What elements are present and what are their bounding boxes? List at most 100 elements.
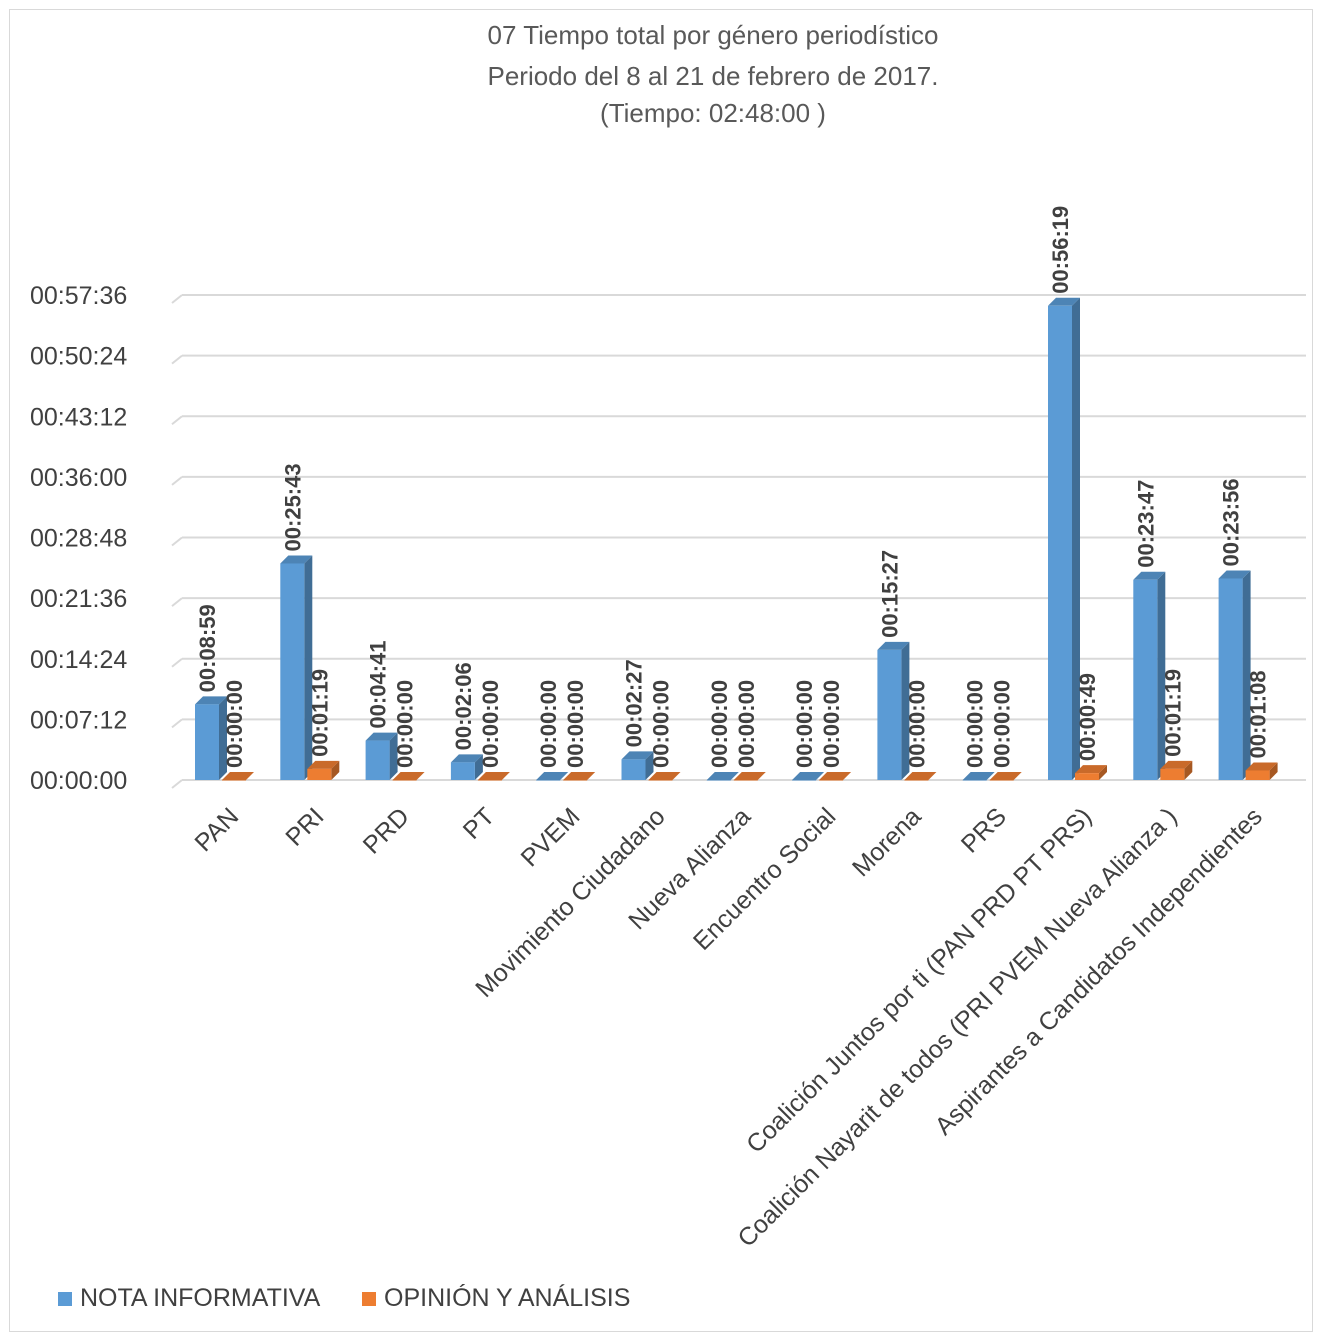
data-label: 00:08:59 bbox=[195, 604, 220, 692]
legend-swatch bbox=[58, 1292, 72, 1306]
bar-top bbox=[1160, 760, 1193, 769]
bar-opinion-analisis bbox=[477, 772, 510, 781]
x-tick-label: PRS bbox=[956, 802, 1012, 858]
x-tick-label: PRI bbox=[280, 802, 329, 851]
x-tick-label: Morena bbox=[847, 802, 927, 882]
bar-front bbox=[392, 780, 417, 781]
bar-nota-informativa bbox=[365, 732, 398, 780]
chart-subtitle: Periodo del 8 al 21 de febrero de 2017. bbox=[487, 61, 938, 91]
x-tick-label: PAN bbox=[189, 802, 244, 857]
bar-top bbox=[222, 772, 254, 780]
bar-front bbox=[1048, 305, 1072, 780]
bar-front bbox=[648, 780, 673, 781]
bar-top bbox=[1048, 297, 1080, 306]
bar-top bbox=[477, 772, 510, 780]
bar-front bbox=[621, 759, 646, 780]
bar-side bbox=[645, 751, 654, 780]
data-label: 00:25:43 bbox=[280, 463, 305, 551]
bar-opinion-analisis bbox=[989, 772, 1022, 781]
gridlines bbox=[171, 294, 1306, 789]
y-axis: 00:00:00 00:07:12 00:14:24 00:21:36 00:28:48… bbox=[30, 282, 127, 795]
bar-top bbox=[733, 772, 766, 780]
data-label: 00:04:41 bbox=[366, 640, 391, 728]
gridline-depth bbox=[171, 294, 183, 304]
data-label: 00:00:00 bbox=[819, 680, 844, 768]
bar-side bbox=[1269, 762, 1278, 780]
chart-subtitle-2: (Tiempo: 02:48:00 ) bbox=[600, 98, 826, 128]
bar-front bbox=[280, 563, 305, 780]
bar-front bbox=[706, 780, 731, 781]
y-tick-label: 00:14:24 bbox=[30, 646, 127, 674]
legend-item: OPINIÓN Y ANÁLISIS bbox=[362, 1283, 630, 1312]
legend-label: NOTA INFORMATIVA bbox=[80, 1284, 321, 1312]
data-label: 00:01:19 bbox=[1160, 669, 1185, 757]
bar-nota-informativa bbox=[792, 772, 825, 781]
x-tick-label: Encuentro Social bbox=[688, 802, 841, 955]
bar-top bbox=[706, 772, 739, 780]
bar-side bbox=[1242, 570, 1251, 780]
bar-opinion-analisis bbox=[733, 772, 766, 781]
bar-nota-informativa bbox=[1133, 571, 1166, 780]
gridline-depth bbox=[171, 354, 183, 365]
bar-front bbox=[536, 780, 561, 781]
bar-top bbox=[392, 772, 425, 780]
y-tick-label: 00:36:00 bbox=[30, 464, 127, 492]
bar-front bbox=[989, 780, 1014, 781]
data-label: 00:00:00 bbox=[963, 680, 988, 768]
gridline-depth bbox=[171, 536, 183, 547]
bar-side bbox=[304, 555, 313, 780]
bar-nota-informativa bbox=[621, 751, 654, 780]
data-label: 00:23:47 bbox=[1133, 480, 1158, 568]
bar-nota-informativa bbox=[450, 754, 483, 780]
bar-opinion-analisis bbox=[1075, 765, 1107, 780]
bar-opinion-analisis bbox=[819, 772, 852, 781]
bar-top bbox=[792, 772, 825, 780]
bar-opinion-analisis bbox=[307, 760, 340, 780]
chart-svg: 07 Tiempo total por género periodístico … bbox=[30, 20, 1306, 1312]
chart-title: 07 Tiempo total por género periodístico bbox=[488, 20, 939, 50]
x-tick-label: PT bbox=[458, 802, 500, 844]
gridline-depth bbox=[171, 718, 183, 729]
data-label: 00:00:00 bbox=[734, 680, 759, 768]
gridline-depth bbox=[171, 476, 183, 486]
bar-front bbox=[1218, 578, 1243, 780]
data-label: 00:02:06 bbox=[451, 662, 476, 750]
bar-top bbox=[450, 754, 483, 763]
data-label: 00:00:00 bbox=[707, 680, 732, 768]
bar-front bbox=[222, 780, 246, 781]
bar-nota-informativa bbox=[877, 641, 910, 780]
bar-top bbox=[962, 772, 995, 780]
bar-top bbox=[365, 732, 398, 741]
gridline-depth bbox=[171, 415, 183, 426]
bar-nota-informativa bbox=[536, 772, 569, 781]
bar-front bbox=[792, 780, 817, 781]
bar-side bbox=[331, 760, 340, 780]
bar-top bbox=[1133, 571, 1166, 580]
bar-front bbox=[877, 649, 902, 780]
bar-top bbox=[648, 772, 681, 780]
data-label: 00:02:27 bbox=[622, 659, 647, 747]
gridline-depth bbox=[171, 779, 183, 789]
data-label: 00:00:00 bbox=[792, 680, 817, 768]
bar-side bbox=[474, 754, 483, 780]
y-tick-label: 00:00:00 bbox=[30, 767, 127, 795]
bar-opinion-analisis bbox=[392, 772, 425, 781]
gridline-depth bbox=[171, 597, 183, 607]
legend: NOTA INFORMATIVA OPINIÓN Y ANÁLISIS bbox=[58, 1283, 630, 1312]
bar-top bbox=[621, 751, 654, 760]
bar-side bbox=[1072, 297, 1080, 780]
bar-front bbox=[1133, 579, 1158, 780]
y-tick-label: 00:50:24 bbox=[30, 343, 127, 371]
chart-frame: 07 Tiempo total por género periodístico … bbox=[9, 9, 1313, 1332]
bar-opinion-analisis bbox=[1245, 762, 1278, 780]
bar-top bbox=[1075, 765, 1107, 774]
bar-opinion-analisis bbox=[648, 772, 681, 781]
data-label: 00:00:00 bbox=[393, 680, 418, 768]
bar-top bbox=[819, 772, 852, 780]
data-label: 00:00:00 bbox=[478, 680, 503, 768]
data-label: 00:00:00 bbox=[222, 680, 247, 768]
bar-top bbox=[280, 555, 313, 564]
bar-opinion-analisis bbox=[563, 772, 596, 781]
data-label: 00:00:00 bbox=[536, 680, 561, 768]
